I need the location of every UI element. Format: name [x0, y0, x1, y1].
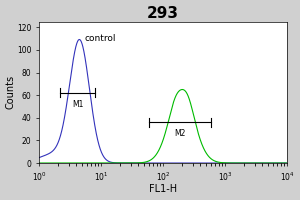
X-axis label: FL1-H: FL1-H — [149, 184, 177, 194]
Text: M2: M2 — [175, 129, 186, 138]
Text: control: control — [85, 34, 116, 43]
Title: 293: 293 — [147, 6, 179, 21]
Y-axis label: Counts: Counts — [6, 75, 16, 109]
Text: M1: M1 — [72, 100, 83, 109]
